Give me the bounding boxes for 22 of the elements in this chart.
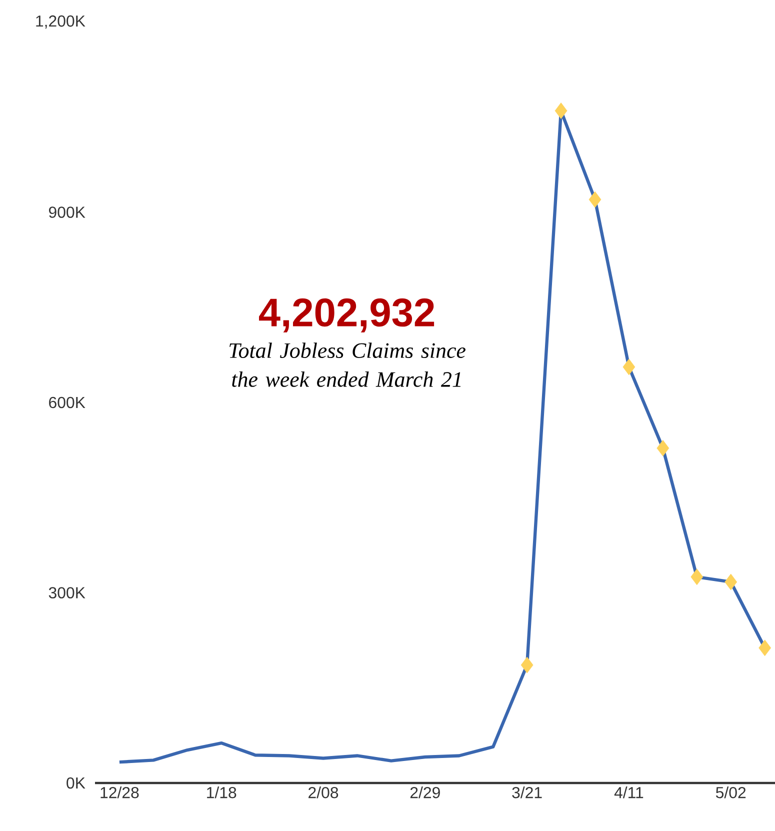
point (520, 656, 534, 674)
x-tick-label: 1/18 (207, 786, 236, 798)
point (656, 440, 670, 456)
point (690, 568, 704, 586)
x-tick-label: 3/21 (512, 786, 542, 798)
x-tick-label: 4/11 (614, 786, 644, 798)
x-tick-label: 2/08 (308, 786, 338, 798)
x-tick-label: 2/29 (410, 786, 440, 798)
point (588, 191, 602, 208)
y-tick-label: 1,200K (36, 15, 86, 29)
annotation: Total Jobless Claims since the week ended March 21 (230, 342, 466, 387)
x-tick-label: 5/02 (716, 786, 746, 798)
point (622, 358, 636, 376)
point (724, 574, 738, 590)
y-tick-label: 0K (66, 777, 86, 789)
point (758, 640, 772, 656)
point (554, 102, 568, 119)
x-tick-label: 12/28 (100, 786, 139, 798)
y-tick-label: 300K (48, 587, 86, 598)
y-tick-label: 900K (49, 206, 86, 218)
annotation: 4,202,932 (258, 298, 434, 332)
y-tick-label: 600K (49, 396, 86, 408)
